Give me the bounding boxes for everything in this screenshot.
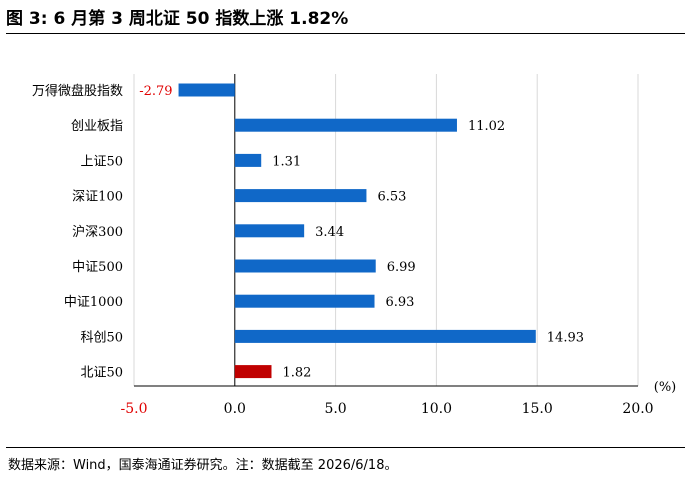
bar bbox=[234, 329, 536, 343]
value-label: 1.82 bbox=[282, 366, 311, 381]
bar bbox=[178, 83, 235, 97]
bar bbox=[234, 365, 272, 379]
category-label: 万得微盘股指数 bbox=[32, 83, 123, 99]
source-note: 数据来源：Wind，国泰海通证券研究。注：数据截至 2026/6/18。 bbox=[8, 458, 398, 473]
title-rule bbox=[6, 33, 685, 34]
bar bbox=[234, 189, 367, 203]
value-label: -2.79 bbox=[139, 84, 172, 99]
figure-title: 图 3: 6 月第 3 周北证 50 指数上涨 1.82% bbox=[6, 9, 349, 29]
x-tick-label: 5.0 bbox=[324, 401, 346, 417]
category-label: 深证100 bbox=[72, 190, 123, 205]
unit-label: (%) bbox=[654, 380, 677, 395]
labels: -5.0 0.0 5.0 10.0 15.0 20.0(%) 万得微盘股指数 -2.79 创业板… bbox=[32, 83, 676, 417]
bars bbox=[178, 83, 536, 379]
value-label: 3.44 bbox=[315, 225, 344, 240]
category-label: 上证50 bbox=[80, 154, 123, 169]
x-tick-label: 20.0 bbox=[622, 401, 653, 417]
value-label: 11.02 bbox=[468, 119, 505, 134]
x-tick-label: 0.0 bbox=[224, 401, 246, 417]
value-label: 14.93 bbox=[547, 330, 584, 345]
category-label: 中证500 bbox=[72, 260, 123, 275]
category-label: 科创50 bbox=[80, 330, 123, 345]
x-tick-label: 15.0 bbox=[522, 401, 553, 417]
value-label: 6.53 bbox=[377, 190, 406, 205]
x-tick-label: -5.0 bbox=[121, 401, 148, 417]
bar bbox=[234, 153, 262, 167]
category-label: 沪深300 bbox=[72, 224, 123, 240]
value-label: 6.93 bbox=[386, 295, 415, 310]
x-tick-label: 10.0 bbox=[421, 401, 452, 417]
category-label: 中证1000 bbox=[64, 295, 123, 310]
category-label: 创业板指 bbox=[71, 119, 123, 134]
bar bbox=[234, 224, 305, 238]
source-rule bbox=[6, 447, 685, 448]
bar bbox=[234, 259, 376, 273]
bar bbox=[234, 294, 375, 308]
category-label: 北证50 bbox=[80, 366, 123, 381]
bar bbox=[234, 118, 457, 132]
value-label: 6.99 bbox=[387, 260, 416, 275]
value-label: 1.31 bbox=[272, 154, 301, 169]
